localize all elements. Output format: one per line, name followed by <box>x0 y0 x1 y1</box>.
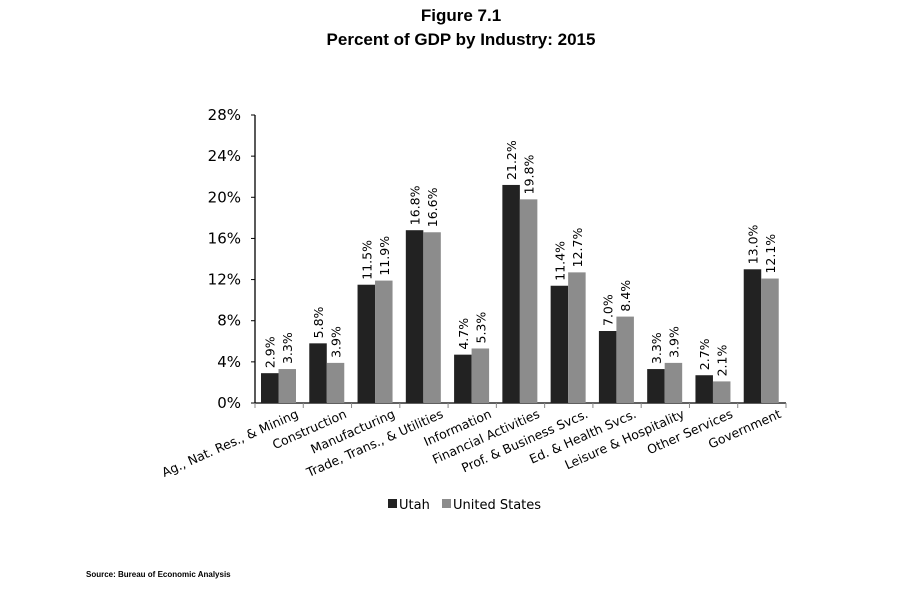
y-tick-label: 20% <box>208 188 241 206</box>
y-tick-label: 28% <box>208 106 241 124</box>
bar-united-states <box>664 362 683 403</box>
bar-united-states <box>568 272 586 403</box>
data-label: 21.2% <box>504 140 519 180</box>
chart-subtitle: Percent of GDP by Industry: 2015 <box>327 30 596 49</box>
data-label: 8.4% <box>618 280 633 312</box>
data-label: 4.7% <box>456 318 471 350</box>
legend-swatch <box>388 499 397 508</box>
data-label: 12.7% <box>570 228 585 268</box>
data-label: 3.3% <box>649 332 664 364</box>
legend: Utah United States <box>388 498 541 513</box>
bar-united-states <box>519 199 538 403</box>
bar-united-states <box>616 316 634 403</box>
data-label: 3.3% <box>280 332 295 364</box>
bar-united-states <box>471 348 490 403</box>
bar-utah <box>598 331 617 403</box>
data-label: 3.9% <box>666 326 681 358</box>
y-tick-label: 0% <box>217 394 241 412</box>
y-tick-label: 16% <box>208 229 241 247</box>
data-label: 16.8% <box>408 185 423 225</box>
data-label: 19.8% <box>522 155 537 195</box>
bar-utah <box>695 375 713 403</box>
data-label: 7.0% <box>601 294 616 326</box>
y-tick-label: 8% <box>217 312 241 330</box>
data-label: 16.6% <box>425 187 440 227</box>
legend-swatch <box>442 499 451 508</box>
legend-label: United States <box>453 498 541 513</box>
legend-label: Utah <box>399 498 430 513</box>
bar-utah <box>261 373 279 403</box>
bar-united-states <box>712 381 731 403</box>
y-tick-label: 12% <box>208 271 241 289</box>
bar-utah <box>357 284 376 403</box>
bar-utah <box>550 285 569 403</box>
y-tick-label: 4% <box>217 353 241 371</box>
data-label: 2.1% <box>715 345 730 377</box>
bar-united-states <box>375 280 393 403</box>
data-label: 2.7% <box>697 338 712 370</box>
source-note: Source: Bureau of Economic Analysis <box>86 570 231 579</box>
data-label: 5.3% <box>473 312 488 344</box>
bar-utah <box>405 230 424 403</box>
data-label: 13.0% <box>745 224 760 264</box>
data-label: 11.5% <box>359 240 374 280</box>
data-label: 11.9% <box>377 236 392 276</box>
bar-utah <box>454 354 472 403</box>
data-label: 12.1% <box>763 234 778 274</box>
bar-utah <box>502 184 520 403</box>
data-label: 5.8% <box>311 306 326 338</box>
bar-united-states <box>326 362 345 403</box>
data-label: 3.9% <box>329 326 344 358</box>
data-label: 2.9% <box>263 336 278 368</box>
chart-title: Figure 7.1 <box>421 6 501 25</box>
bar-utah <box>309 343 327 403</box>
bar-united-states <box>423 232 441 403</box>
bar-utah <box>647 369 665 403</box>
data-label: 11.4% <box>552 241 567 281</box>
bar-utah <box>743 269 762 403</box>
y-tick-label: 24% <box>208 147 241 165</box>
bar-united-states <box>761 278 779 403</box>
bar-united-states <box>278 369 296 403</box>
